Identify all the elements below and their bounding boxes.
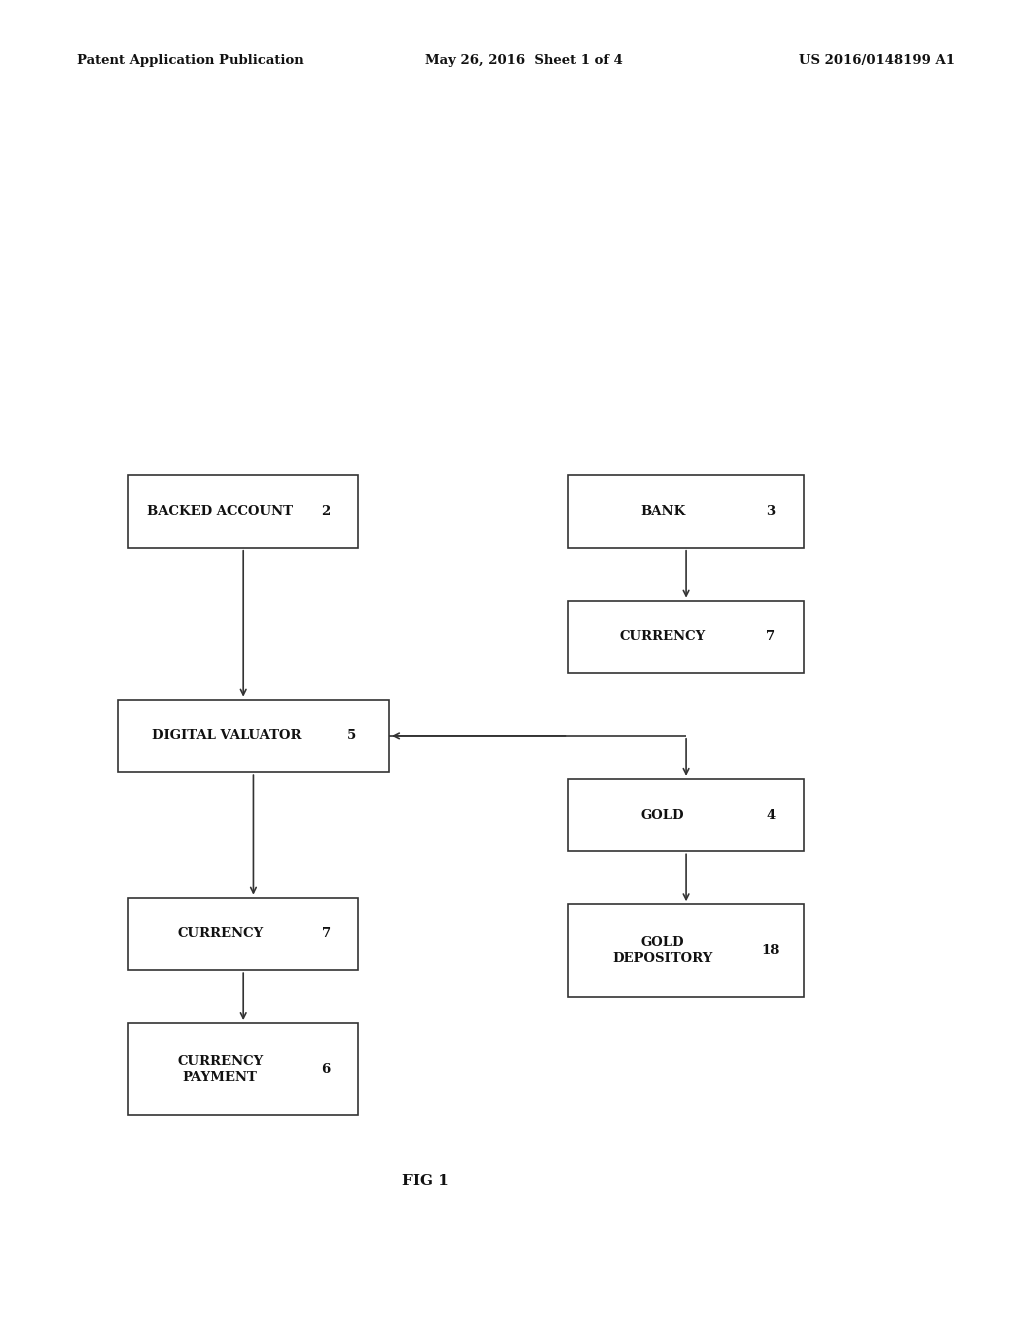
FancyBboxPatch shape	[128, 1023, 358, 1115]
Text: CURRENCY: CURRENCY	[177, 928, 263, 940]
Text: 6: 6	[322, 1063, 331, 1076]
Text: CURRENCY: CURRENCY	[620, 631, 706, 643]
Text: CURRENCY
PAYMENT: CURRENCY PAYMENT	[177, 1055, 263, 1084]
Text: GOLD: GOLD	[641, 809, 684, 821]
Text: FIG 1: FIG 1	[401, 1175, 449, 1188]
Text: 7: 7	[766, 631, 775, 643]
Text: May 26, 2016  Sheet 1 of 4: May 26, 2016 Sheet 1 of 4	[425, 54, 623, 67]
FancyBboxPatch shape	[568, 904, 804, 997]
FancyBboxPatch shape	[568, 601, 804, 673]
FancyBboxPatch shape	[128, 475, 358, 548]
Text: 4: 4	[766, 809, 775, 821]
Text: GOLD
DEPOSITORY: GOLD DEPOSITORY	[612, 936, 713, 965]
Text: 2: 2	[322, 506, 331, 517]
Text: 5: 5	[346, 730, 355, 742]
Text: DIGITAL VALUATOR: DIGITAL VALUATOR	[152, 730, 301, 742]
Text: BACKED ACCOUNT: BACKED ACCOUNT	[147, 506, 293, 517]
Text: 3: 3	[766, 506, 775, 517]
Text: US 2016/0148199 A1: US 2016/0148199 A1	[799, 54, 954, 67]
Text: 18: 18	[762, 944, 780, 957]
Text: BANK: BANK	[640, 506, 685, 517]
FancyBboxPatch shape	[568, 475, 804, 548]
Text: 7: 7	[322, 928, 331, 940]
FancyBboxPatch shape	[118, 700, 389, 772]
Text: Patent Application Publication: Patent Application Publication	[77, 54, 303, 67]
FancyBboxPatch shape	[568, 779, 804, 851]
FancyBboxPatch shape	[128, 898, 358, 970]
